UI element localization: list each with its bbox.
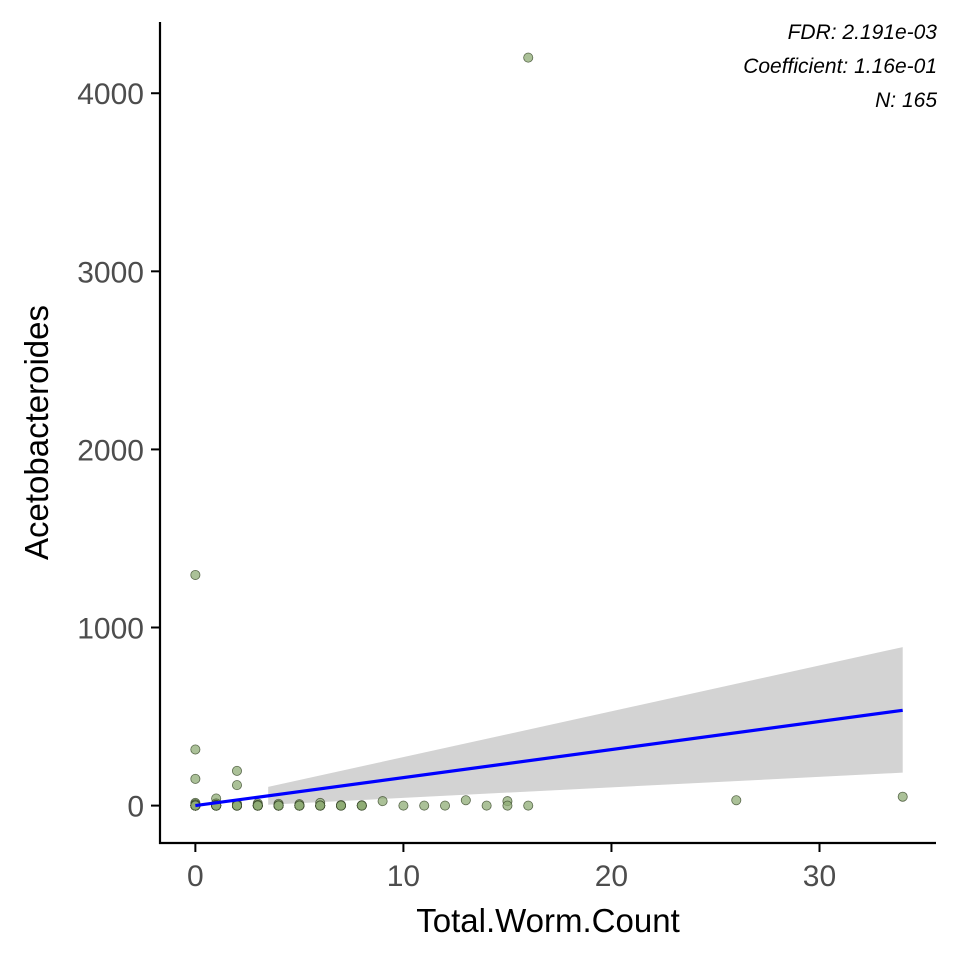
stat-annotation: FDR: 2.191e-03 <box>788 21 938 44</box>
data-point <box>294 800 305 811</box>
x-tick-label: 0 <box>187 860 204 893</box>
data-point <box>190 744 201 755</box>
data-point <box>190 569 201 580</box>
data-point <box>523 800 534 811</box>
data-point <box>315 800 326 811</box>
y-tick-label: 4000 <box>77 78 144 111</box>
x-axis-title: Total.Worm.Count <box>416 902 679 939</box>
y-tick-label: 2000 <box>77 434 144 467</box>
y-tick-label: 1000 <box>77 613 144 646</box>
data-point <box>231 765 242 776</box>
data-point <box>231 800 242 811</box>
confidence-band-layer <box>268 647 903 805</box>
y-axis-title: Acetobacteroides <box>18 305 55 560</box>
data-point <box>502 800 513 811</box>
y-tick-label: 0 <box>127 791 144 824</box>
x-tick-label: 30 <box>803 860 836 893</box>
data-point <box>731 795 742 806</box>
data-point <box>231 780 242 791</box>
data-point <box>481 800 492 811</box>
fit-line-layer <box>195 708 903 808</box>
data-point <box>419 800 430 811</box>
confidence-band <box>268 647 903 805</box>
data-point <box>440 800 451 811</box>
data-point <box>460 795 471 806</box>
annotations-layer: FDR: 2.191e-03 Coefficient: 1.16e-01 N: 16… <box>743 21 937 112</box>
data-point <box>335 800 346 811</box>
data-point <box>897 791 908 802</box>
points-layer <box>190 52 908 811</box>
x-tick-label: 10 <box>387 860 420 893</box>
fit-line <box>195 708 903 808</box>
axes-layer: 0 10 20 30 0 1000 2000 3000 4000 Total.Worm.Count… <box>18 22 936 939</box>
data-point <box>398 800 409 811</box>
data-point <box>377 796 388 807</box>
x-tick-label: 20 <box>595 860 628 893</box>
stat-annotation: Coefficient: 1.16e-01 <box>743 55 937 78</box>
y-tick-label: 3000 <box>77 256 144 289</box>
data-point <box>252 800 263 811</box>
stat-annotation: N: 165 <box>875 89 937 112</box>
data-point <box>356 800 367 811</box>
data-point <box>523 52 534 63</box>
data-point <box>273 800 284 811</box>
data-point <box>190 773 201 784</box>
